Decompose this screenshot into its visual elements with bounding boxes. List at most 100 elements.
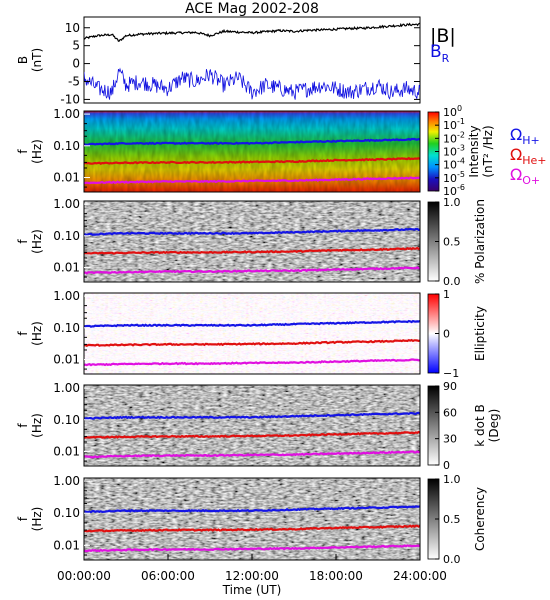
colorbar-label: k dot B <box>473 404 487 446</box>
freq-ylabel: f <box>16 331 30 336</box>
spectrogram-polarization <box>84 201 420 282</box>
field-ytick-label: 5 <box>72 39 80 53</box>
panel-coherency: 1.00 0.10 0.01 f (Hz) 1.0 0.5 0.0 Coherency <box>16 473 487 566</box>
colorbar-tick-label: 1 <box>443 288 450 301</box>
panel-ellipticity: 1.00 0.10 0.01 f (Hz) 1 0 −1 Ellipticity <box>16 288 487 380</box>
colorbar-label: % Polarization <box>473 199 487 284</box>
freq-ylabel: f <box>16 239 30 244</box>
freq-tick-label: 0.01 <box>53 261 80 275</box>
freq-ylabel-units: (Hz) <box>30 321 44 346</box>
colorbar-tick-label: 0.0 <box>443 275 461 288</box>
freq-tick-label: 1.00 <box>53 381 80 395</box>
freq-tick-label: 0.10 <box>53 139 80 153</box>
colorbar-tick-label: 10-3 <box>443 144 465 159</box>
trace-O+ <box>84 176 420 185</box>
trace-He+ <box>84 156 420 165</box>
freq-ylabel-units: (Hz) <box>30 139 44 164</box>
panel-frame <box>83 384 421 467</box>
colorbar-tick-label: 0 <box>443 328 450 341</box>
freq-ylabel-units: (Hz) <box>30 229 44 254</box>
colorbar-tick-label: 30 <box>443 433 457 446</box>
freq-ylabel-units: (Hz) <box>30 413 44 438</box>
time-tick-label: 18:00:00 <box>309 569 363 583</box>
trace-O+ <box>84 450 420 459</box>
trace-He+ <box>84 246 420 255</box>
colorbar-tick-label: 0.5 <box>443 513 461 526</box>
field-ylabel-units: (nT) <box>30 48 44 72</box>
magnetic-field-panel: 10 5 0 -5 -10 B (nT) |B| BR <box>16 16 456 106</box>
colorbar-tick-label: 1.0 <box>443 196 461 209</box>
field-ytick-label: 10 <box>65 21 80 35</box>
colorbar-tick-label: 90 <box>443 380 457 393</box>
colorbar-tick-label: 10-4 <box>443 157 465 172</box>
gyro-traces <box>84 227 420 275</box>
panel-frame <box>83 292 421 375</box>
colorbar-label: Coherency <box>473 487 487 551</box>
field-line-btotal <box>84 22 420 42</box>
colorbar-tick-label: 1.0 <box>443 473 461 486</box>
field-ytick-label: -5 <box>68 75 80 89</box>
colorbar-tick-label: 0.0 <box>443 553 461 566</box>
legend-btotal: |B| <box>430 25 456 47</box>
trace-He+ <box>84 430 420 439</box>
freq-tick-label: 1.00 <box>53 107 80 121</box>
field-ytick-label: 0 <box>72 57 80 71</box>
trace-O+ <box>84 544 420 553</box>
trace-O+ <box>84 266 420 275</box>
trace-He+ <box>84 524 420 533</box>
field-ytick-label: -10 <box>60 92 80 106</box>
time-tick-label: 12:00:00 <box>225 569 279 583</box>
time-axis-ticks: 00:00:00 06:00:00 12:00:00 18:00:00 24:00:00 <box>57 554 447 583</box>
field-y-ticks: 10 5 0 -5 -10 <box>60 21 420 106</box>
gyro-traces <box>84 319 420 367</box>
panel-polarization: 1.00 0.10 0.01 f (Hz) 1.0 0.5 0.0 % Polarization <box>16 196 487 288</box>
freq-tick-label: 0.01 <box>53 445 80 459</box>
freq-ylabel: f <box>16 149 30 154</box>
trace-O+ <box>84 358 420 367</box>
trace-H+ <box>84 137 420 146</box>
freq-tick-label: 0.10 <box>53 321 80 335</box>
spectral-panels: 1.000.100.01f (Hz)10010-110-210-310-410-5… <box>16 104 501 566</box>
colorbar-kdotb <box>427 385 440 466</box>
time-tick-label: 24:00:00 <box>393 569 447 583</box>
colorbar-tick-label: −1 <box>443 367 459 380</box>
gyrofrequency-legend: ΩH+ ΩHe+ ΩO+ <box>510 125 547 187</box>
trace-He+ <box>84 338 420 348</box>
time-tick-label: 06:00:00 <box>141 569 195 583</box>
freq-tick-label: 1.00 <box>53 197 80 211</box>
freq-tick-label: 0.10 <box>53 506 80 520</box>
trace-H+ <box>84 319 420 328</box>
colorbar-label: Intensity <box>467 125 481 177</box>
freq-ylabel: f <box>16 516 30 521</box>
panel-frame <box>83 110 421 193</box>
colorbar-tick-label: 10-1 <box>443 117 465 132</box>
freq-tick-label: 0.01 <box>53 353 80 367</box>
colorbar-tick-label: 100 <box>443 104 462 119</box>
panel-intensity: 1.00 0.10 0.01 f (Hz) 10010-110-210-310-410-5… <box>16 104 495 198</box>
panel-frame <box>83 200 421 283</box>
gyro-traces <box>84 411 420 459</box>
gyro-traces <box>84 505 420 553</box>
field-lines <box>84 22 420 100</box>
trace-H+ <box>84 411 420 420</box>
colorbar-label: Ellipticity <box>473 306 487 361</box>
panel-kdotb: 1.00 0.10 0.01 f (Hz) 90 60 30 0 k dot B (Deg) <box>16 380 501 472</box>
legend-br: BR <box>430 42 450 65</box>
freq-tick-label: 0.01 <box>53 171 80 185</box>
colorbar-tick-label: 10-6 <box>443 183 465 198</box>
trace-H+ <box>84 505 420 514</box>
time-tick-label: 00:00:00 <box>57 569 111 583</box>
field-ylabel: B <box>16 56 30 64</box>
time-axis-label: Time (UT) <box>222 583 282 597</box>
trace-H+ <box>84 227 420 237</box>
field-line-br <box>84 67 420 100</box>
colorbar-tick-label: 10-5 <box>443 170 465 185</box>
gyro-traces <box>84 137 420 185</box>
freq-ylabel: f <box>16 423 30 428</box>
legend-omega-he: ΩHe+ <box>510 145 547 167</box>
freq-tick-label: 1.00 <box>53 474 80 488</box>
freq-tick-label: 1.00 <box>53 289 80 303</box>
freq-tick-label: 0.10 <box>53 413 80 427</box>
colorbar-tick-label: 0 <box>443 459 450 472</box>
